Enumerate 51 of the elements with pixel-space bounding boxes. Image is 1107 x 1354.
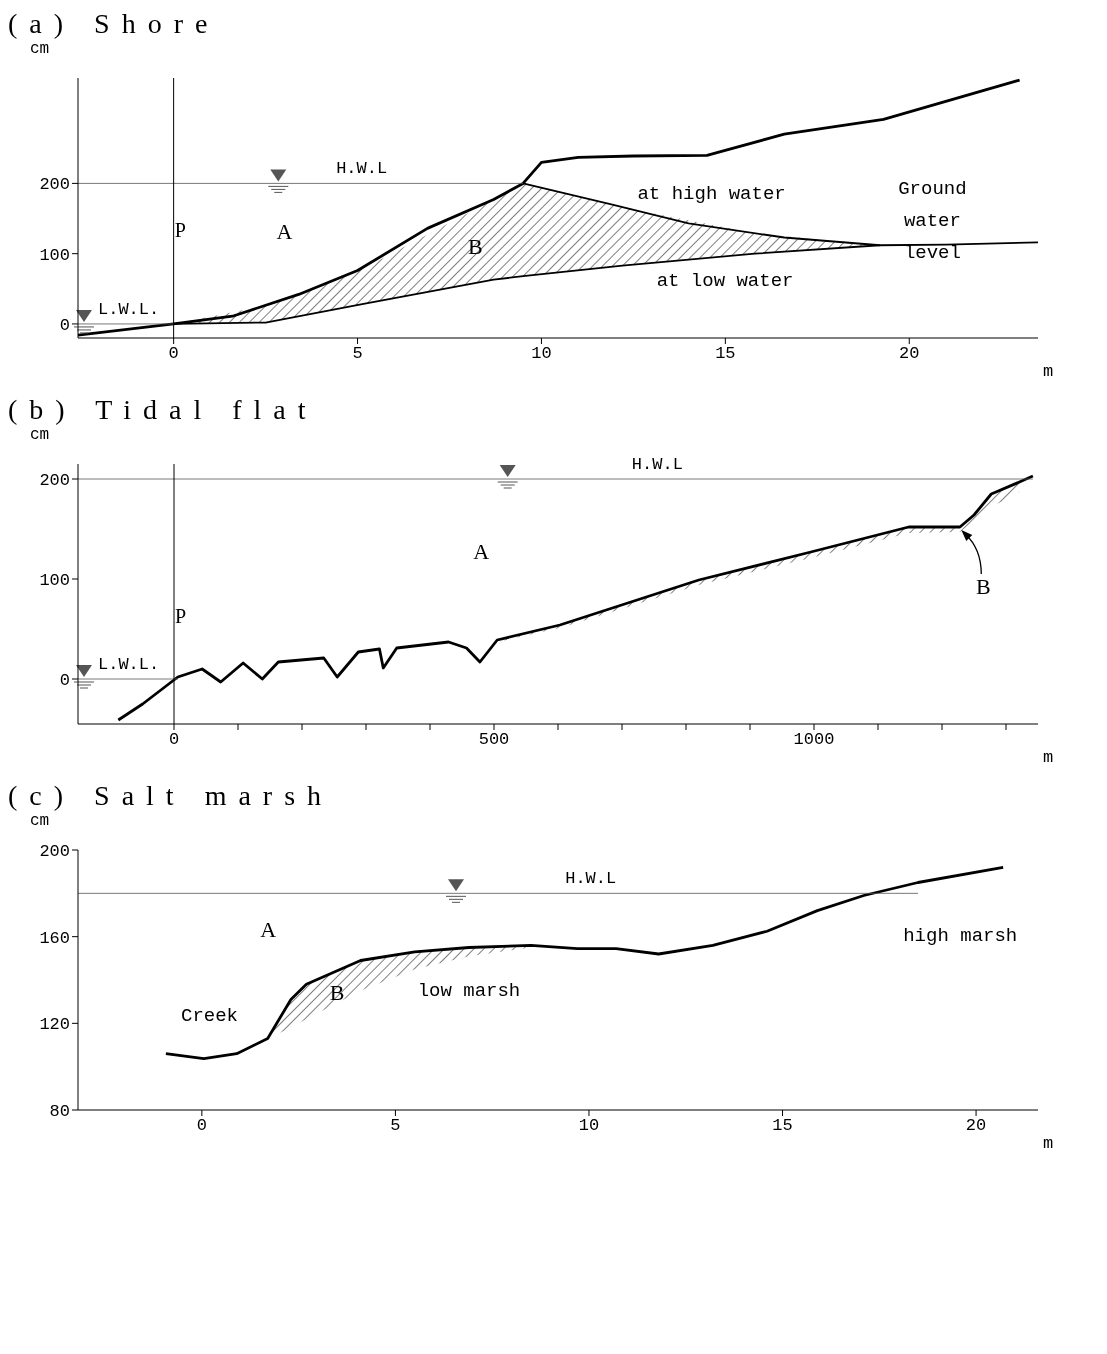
ref-line-label: H.W.L — [631, 455, 683, 474]
annotation: B — [975, 574, 991, 599]
chart-title: (c) Salt marsh — [8, 780, 335, 812]
y-axis-title: cm — [30, 426, 51, 444]
legend-label: L.W.L. — [98, 655, 160, 674]
x-tick-label: 20 — [899, 344, 920, 364]
annotation: A — [260, 916, 277, 942]
x-tick-label: 15 — [772, 1116, 793, 1136]
y-axis-title: cm — [30, 40, 51, 58]
x-axis-title: m — [1043, 1134, 1054, 1154]
x-tick-label: 1000 — [793, 730, 835, 750]
y-tick-label: 100 — [39, 245, 70, 265]
x-tick-label: 5 — [390, 1116, 401, 1136]
y-tick-label: 200 — [39, 842, 70, 862]
x-tick-label: 10 — [578, 1116, 600, 1136]
x-tick-label: 15 — [715, 344, 736, 364]
y-tick-label: 100 — [39, 571, 70, 591]
annotation: Creek — [181, 1005, 239, 1028]
annotation: low marsh — [417, 979, 521, 1002]
ref-line-label: H.W.L — [565, 869, 617, 889]
x-axis-title: m — [1043, 748, 1054, 768]
annotation: A — [276, 219, 293, 245]
legend-label: L.W.L. — [98, 299, 160, 319]
y-tick-label: 80 — [49, 1102, 70, 1122]
annotation: at low water — [656, 270, 794, 292]
ref-line-label: P — [174, 219, 186, 242]
y-axis-title: cm — [30, 812, 51, 830]
x-tick-label: 0 — [196, 1116, 207, 1136]
x-tick-label: 500 — [478, 730, 510, 750]
x-tick-label: 0 — [168, 344, 179, 364]
x-axis-title: m — [1043, 362, 1054, 382]
x-tick-label: 0 — [168, 730, 180, 750]
chart-title: (b) Tidal flat — [8, 394, 319, 426]
x-tick-label: 5 — [352, 344, 363, 364]
chart-title: (a) Shore — [8, 8, 221, 40]
x-tick-label: 20 — [965, 1116, 987, 1136]
x-tick-label: 10 — [531, 344, 552, 364]
ref-line-label: H.W.L — [336, 159, 388, 179]
annotation: A — [473, 538, 490, 564]
ref-line-label: P — [175, 605, 187, 628]
y-tick-label: 120 — [39, 1015, 70, 1035]
annotation: high marsh — [903, 925, 1018, 947]
y-tick-label: 160 — [39, 928, 70, 948]
y-tick-label: 0 — [59, 315, 70, 335]
annotation: at high water — [637, 182, 786, 205]
y-tick-label: 0 — [59, 671, 70, 691]
annotation: Ground water level — [898, 177, 967, 264]
annotation: B — [329, 979, 345, 1005]
y-tick-label: 200 — [39, 471, 70, 491]
y-tick-label: 200 — [39, 175, 70, 195]
annotation: B — [468, 233, 483, 259]
